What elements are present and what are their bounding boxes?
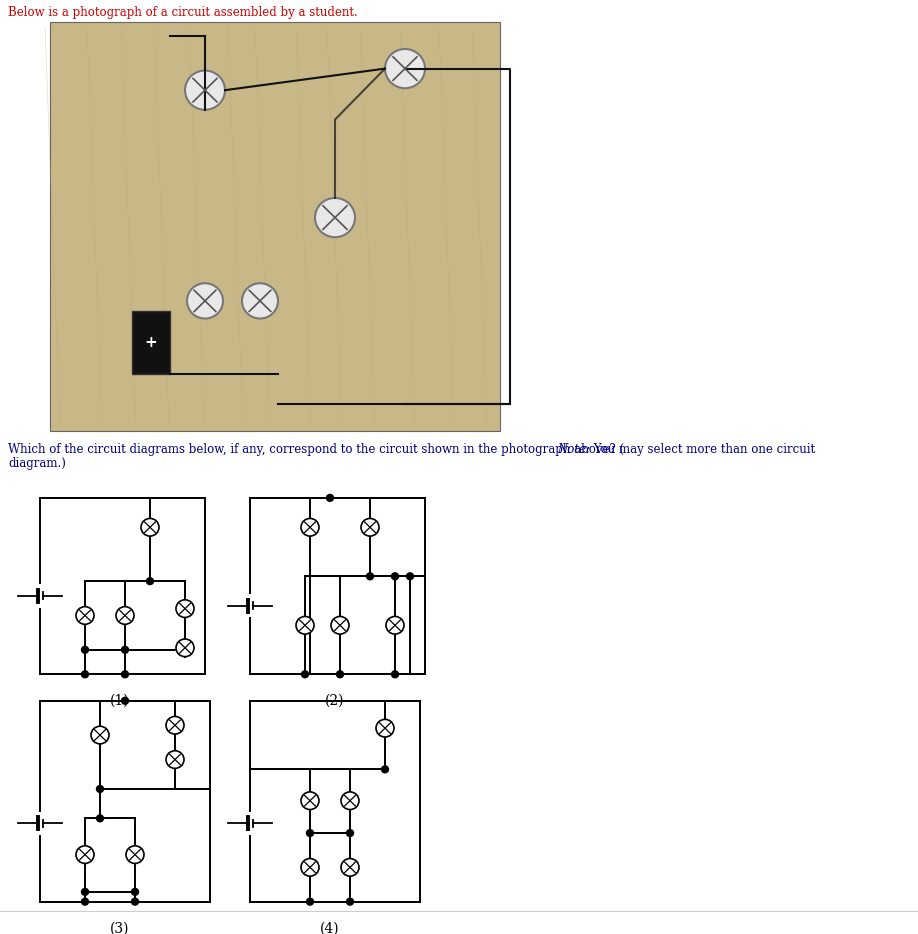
Text: Note:: Note: <box>557 443 590 456</box>
Bar <box>132 311 170 375</box>
Circle shape <box>76 846 94 863</box>
Circle shape <box>82 646 88 653</box>
Circle shape <box>407 573 413 580</box>
Circle shape <box>91 727 109 743</box>
Circle shape <box>337 671 343 678</box>
Circle shape <box>166 751 184 769</box>
Text: (4): (4) <box>320 921 340 934</box>
Circle shape <box>82 671 88 678</box>
Circle shape <box>341 858 359 876</box>
Circle shape <box>131 888 139 896</box>
Text: +: + <box>145 335 157 350</box>
Circle shape <box>307 899 314 905</box>
Circle shape <box>176 600 194 617</box>
Circle shape <box>82 899 88 905</box>
Circle shape <box>386 616 404 634</box>
Circle shape <box>121 671 129 678</box>
Text: (1): (1) <box>110 694 129 708</box>
Circle shape <box>301 518 319 536</box>
Circle shape <box>116 607 134 624</box>
Circle shape <box>382 766 388 772</box>
Circle shape <box>176 639 194 657</box>
Circle shape <box>361 518 379 536</box>
Circle shape <box>307 829 314 837</box>
Circle shape <box>141 518 159 536</box>
Text: Which of the circuit diagrams below, if any, correspond to the circuit shown in : Which of the circuit diagrams below, if … <box>8 443 624 456</box>
Text: diagram.): diagram.) <box>8 457 66 470</box>
Circle shape <box>121 646 129 653</box>
Text: You may select more than one circuit: You may select more than one circuit <box>590 443 815 456</box>
Circle shape <box>76 607 94 624</box>
Circle shape <box>131 899 139 905</box>
Circle shape <box>327 494 333 502</box>
Circle shape <box>242 283 278 318</box>
Circle shape <box>187 283 223 318</box>
Circle shape <box>185 71 225 110</box>
Circle shape <box>376 719 394 737</box>
Circle shape <box>301 792 319 810</box>
Circle shape <box>391 573 398 580</box>
Circle shape <box>346 829 353 837</box>
Text: (3): (3) <box>110 921 129 934</box>
Circle shape <box>341 792 359 810</box>
Circle shape <box>385 49 425 88</box>
Circle shape <box>366 573 374 580</box>
Circle shape <box>315 198 355 237</box>
Circle shape <box>126 846 144 863</box>
Circle shape <box>331 616 349 634</box>
Circle shape <box>147 578 153 585</box>
Text: (2): (2) <box>325 694 345 708</box>
Circle shape <box>391 671 398 678</box>
Text: Below is a photograph of a circuit assembled by a student.: Below is a photograph of a circuit assem… <box>8 6 358 19</box>
Circle shape <box>96 785 104 792</box>
Circle shape <box>296 616 314 634</box>
Bar <box>50 21 500 432</box>
Circle shape <box>346 899 353 905</box>
Circle shape <box>166 716 184 734</box>
Circle shape <box>121 698 129 704</box>
Circle shape <box>82 888 88 896</box>
Circle shape <box>301 858 319 876</box>
Circle shape <box>96 815 104 822</box>
Circle shape <box>301 671 308 678</box>
